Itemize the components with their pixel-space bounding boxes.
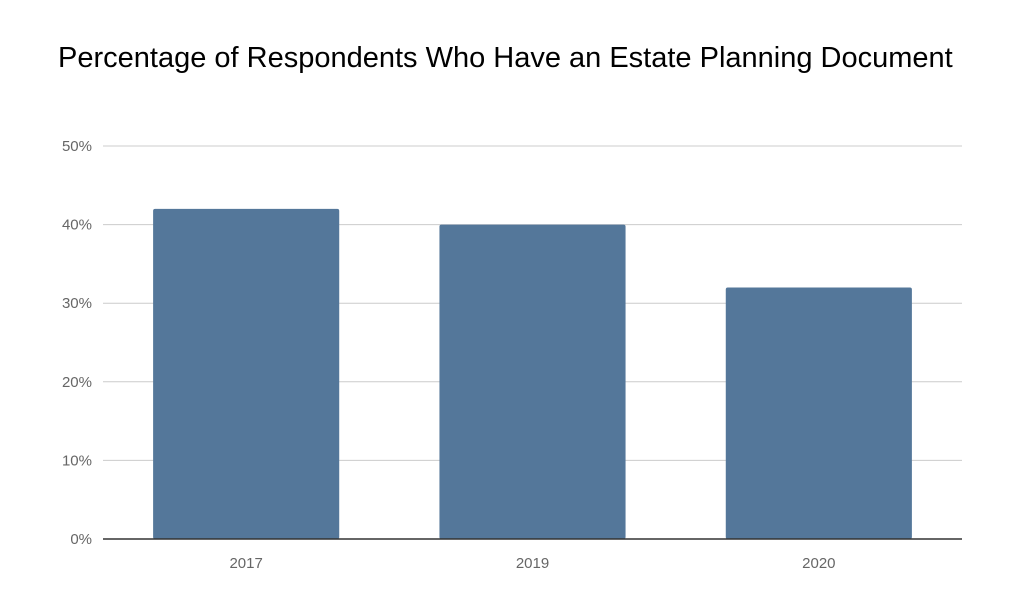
- bars: [153, 208, 912, 539]
- y-axis-ticks: 0% 10% 20% 30% 40% 50%: [62, 138, 92, 548]
- bar-2019: [439, 224, 626, 539]
- bar-2017: [153, 208, 340, 539]
- bar-2020: [725, 287, 912, 539]
- y-tick-label: 40%: [62, 217, 92, 234]
- x-tick-label: 2017: [229, 555, 262, 572]
- x-tick-label: 2019: [516, 555, 549, 572]
- y-tick-label: 0%: [70, 531, 92, 548]
- y-tick-label: 20%: [62, 374, 92, 391]
- y-tick-label: 30%: [62, 295, 92, 312]
- y-tick-label: 50%: [62, 138, 92, 155]
- x-axis-ticks: 2017 2019 2020: [229, 555, 835, 572]
- x-tick-label: 2020: [802, 555, 835, 572]
- y-tick-label: 10%: [62, 452, 92, 469]
- chart-title: Percentage of Respondents Who Have an Es…: [58, 42, 953, 74]
